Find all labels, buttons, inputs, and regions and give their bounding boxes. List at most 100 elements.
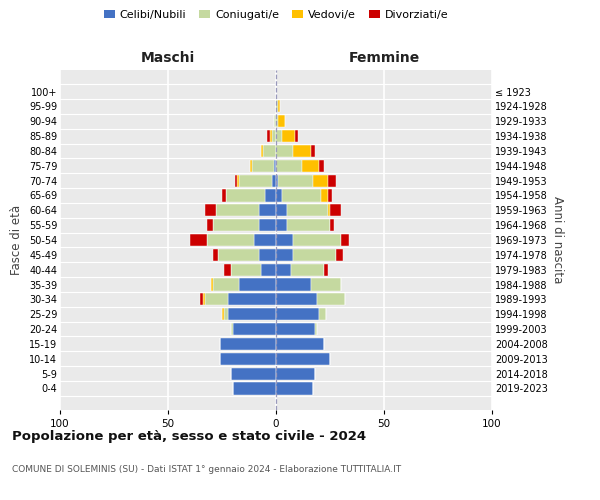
- Bar: [330, 219, 334, 231]
- Legend: Celibi/Nubili, Coniugati/e, Vedovi/e, Divorziati/e: Celibi/Nubili, Coniugati/e, Vedovi/e, Di…: [100, 6, 452, 25]
- Bar: [211, 278, 214, 290]
- Bar: [278, 100, 280, 112]
- Bar: [222, 308, 224, 320]
- Bar: [302, 160, 319, 172]
- Bar: [269, 130, 272, 142]
- Bar: [276, 382, 313, 394]
- Bar: [295, 130, 298, 142]
- Bar: [265, 190, 276, 202]
- Bar: [274, 115, 276, 128]
- Bar: [276, 219, 287, 231]
- Bar: [276, 264, 291, 276]
- Bar: [276, 115, 278, 128]
- Bar: [254, 234, 276, 246]
- Bar: [205, 294, 229, 306]
- Bar: [311, 278, 341, 290]
- Bar: [259, 219, 276, 231]
- Bar: [233, 323, 276, 335]
- Bar: [215, 204, 259, 216]
- Bar: [200, 294, 203, 306]
- Bar: [190, 234, 207, 246]
- Bar: [272, 174, 276, 186]
- Bar: [293, 234, 341, 246]
- Bar: [239, 278, 276, 290]
- Bar: [287, 219, 330, 231]
- Bar: [214, 219, 259, 231]
- Bar: [272, 130, 276, 142]
- Bar: [252, 160, 274, 172]
- Bar: [276, 323, 315, 335]
- Bar: [276, 204, 287, 216]
- Bar: [207, 234, 254, 246]
- Bar: [283, 130, 295, 142]
- Bar: [207, 219, 214, 231]
- Text: Popolazione per età, sesso e stato civile - 2024: Popolazione per età, sesso e stato civil…: [12, 430, 366, 443]
- Bar: [276, 338, 323, 350]
- Bar: [276, 278, 311, 290]
- Bar: [203, 294, 205, 306]
- Bar: [317, 294, 345, 306]
- Text: Maschi: Maschi: [141, 51, 195, 65]
- Bar: [220, 352, 276, 365]
- Bar: [276, 352, 330, 365]
- Bar: [276, 174, 278, 186]
- Bar: [293, 249, 337, 261]
- Bar: [222, 190, 226, 202]
- Bar: [276, 368, 315, 380]
- Bar: [259, 249, 276, 261]
- Bar: [337, 249, 343, 261]
- Bar: [283, 190, 322, 202]
- Bar: [205, 204, 215, 216]
- Bar: [276, 249, 293, 261]
- Bar: [276, 100, 278, 112]
- Bar: [261, 145, 263, 157]
- Bar: [233, 382, 276, 394]
- Text: Femmine: Femmine: [349, 51, 419, 65]
- Bar: [250, 160, 252, 172]
- Bar: [268, 130, 269, 142]
- Bar: [261, 264, 276, 276]
- Bar: [214, 278, 239, 290]
- Y-axis label: Anni di nascita: Anni di nascita: [551, 196, 565, 284]
- Bar: [328, 174, 337, 186]
- Bar: [319, 160, 323, 172]
- Bar: [322, 190, 328, 202]
- Bar: [276, 294, 317, 306]
- Bar: [328, 204, 330, 216]
- Bar: [278, 174, 313, 186]
- Bar: [274, 160, 276, 172]
- Bar: [311, 145, 315, 157]
- Bar: [315, 323, 317, 335]
- Bar: [226, 190, 265, 202]
- Bar: [224, 308, 229, 320]
- Bar: [263, 145, 276, 157]
- Bar: [313, 174, 328, 186]
- Bar: [276, 308, 319, 320]
- Bar: [230, 323, 233, 335]
- Bar: [291, 264, 323, 276]
- Bar: [278, 115, 284, 128]
- Bar: [235, 174, 237, 186]
- Bar: [328, 190, 332, 202]
- Bar: [276, 234, 293, 246]
- Text: COMUNE DI SOLEMINIS (SU) - Dati ISTAT 1° gennaio 2024 - Elaborazione TUTTITALIA.: COMUNE DI SOLEMINIS (SU) - Dati ISTAT 1°…: [12, 465, 401, 474]
- Bar: [220, 338, 276, 350]
- Bar: [224, 264, 230, 276]
- Bar: [259, 204, 276, 216]
- Bar: [341, 234, 349, 246]
- Bar: [276, 160, 302, 172]
- Bar: [276, 145, 293, 157]
- Bar: [293, 145, 311, 157]
- Bar: [276, 130, 283, 142]
- Bar: [323, 264, 328, 276]
- Bar: [218, 249, 259, 261]
- Bar: [237, 174, 239, 186]
- Bar: [287, 204, 328, 216]
- Bar: [230, 264, 261, 276]
- Bar: [230, 368, 276, 380]
- Bar: [319, 308, 326, 320]
- Y-axis label: Fasce di età: Fasce di età: [10, 205, 23, 275]
- Bar: [229, 308, 276, 320]
- Bar: [239, 174, 272, 186]
- Bar: [276, 190, 283, 202]
